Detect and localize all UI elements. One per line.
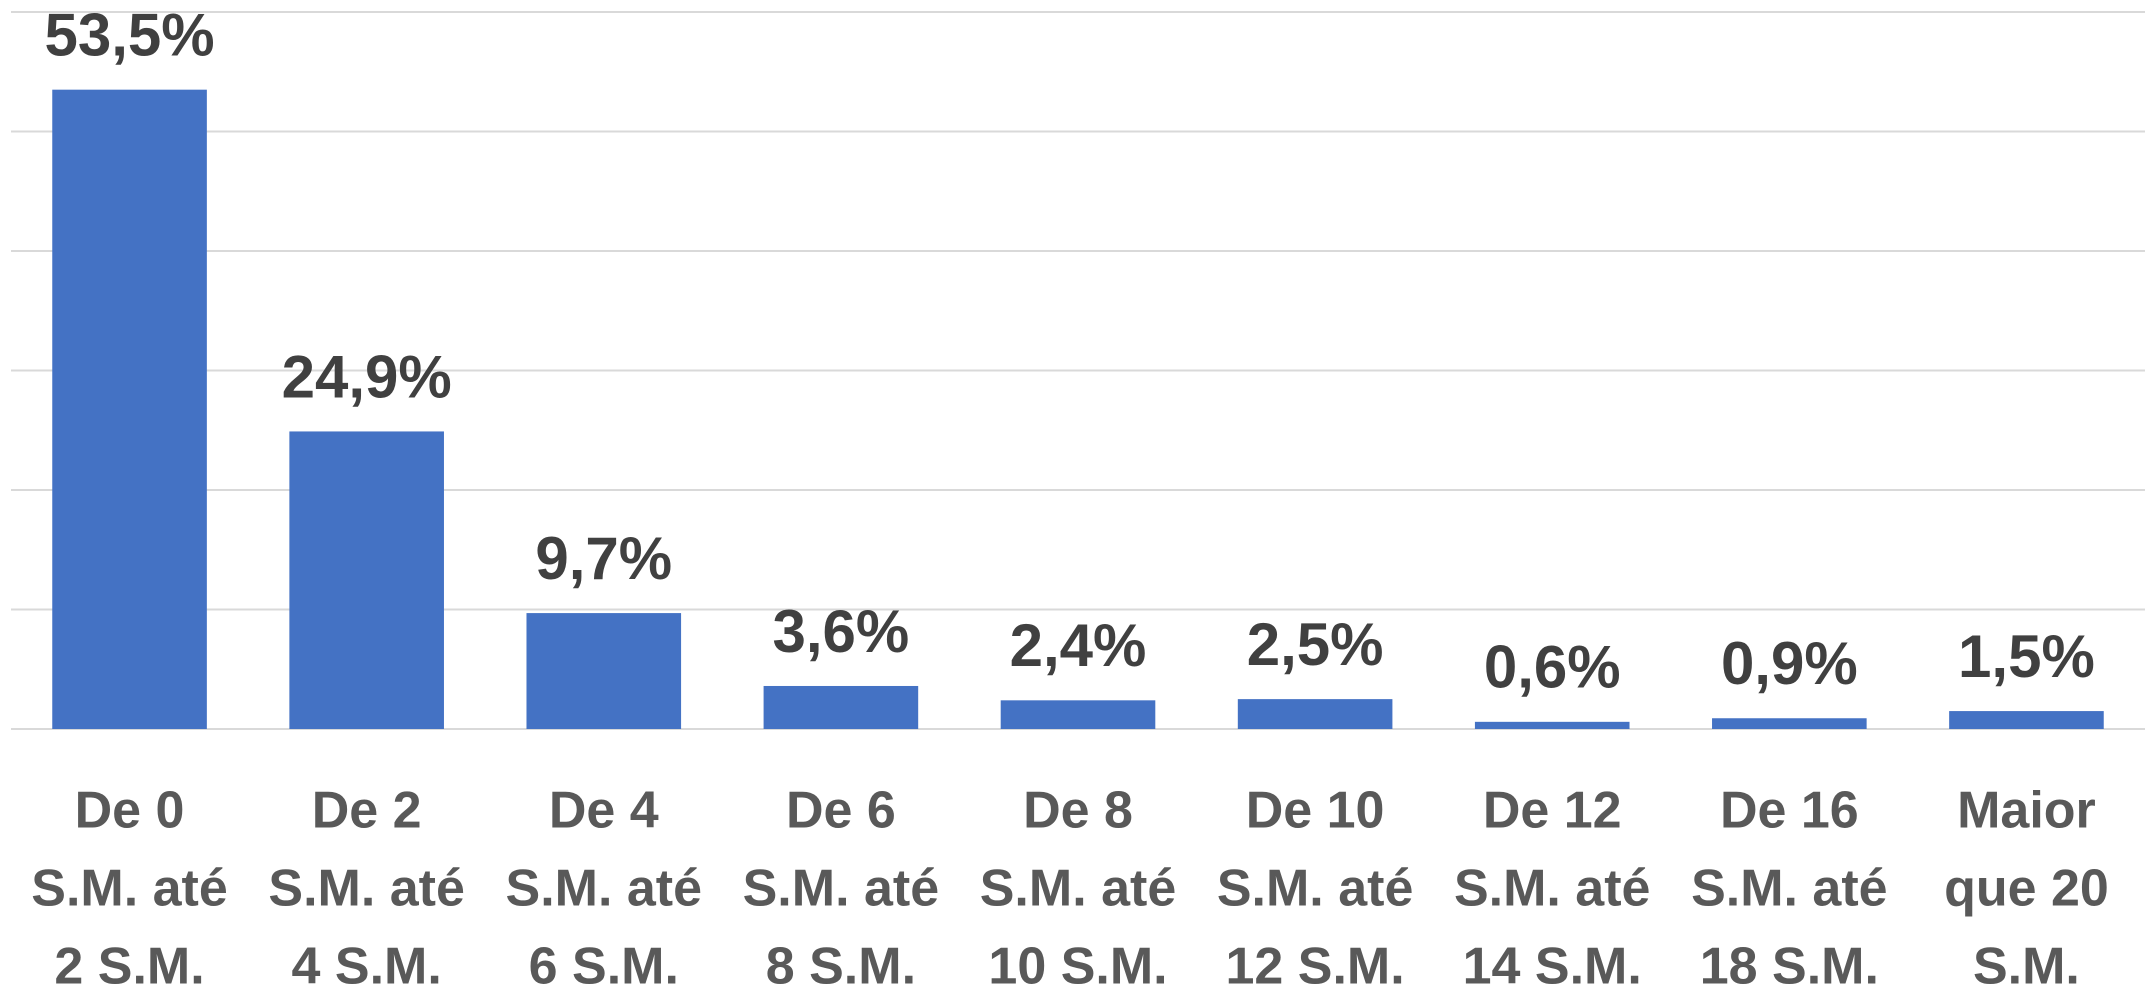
x-tick-label: S.M. até <box>506 860 703 918</box>
x-tick-label: S.M. até <box>980 860 1177 918</box>
x-tick-label: 18 S.M. <box>1700 938 1879 995</box>
x-tick-label: Maior <box>1957 782 2096 840</box>
x-tick-label: De 16 <box>1720 782 1859 840</box>
x-tick-label: que 20 <box>1944 860 2109 918</box>
x-tick-label: De 0 <box>75 782 185 840</box>
x-tick-label: 10 S.M. <box>988 938 1167 995</box>
value-label: 2,4% <box>1010 612 1147 679</box>
x-tick-label: De 10 <box>1246 782 1385 840</box>
bar <box>289 431 444 729</box>
bar <box>1949 711 2104 729</box>
bar <box>763 685 919 729</box>
bar <box>1474 721 1630 729</box>
x-tick-label: S.M. até <box>1691 860 1888 918</box>
bar <box>526 613 682 729</box>
bar <box>1000 700 1156 729</box>
x-tick-label: 4 S.M. <box>292 938 442 995</box>
x-tick-label: S.M. até <box>743 860 940 918</box>
x-tick-label: De 4 <box>549 782 659 840</box>
x-tick-label: S.M. até <box>1217 860 1414 918</box>
x-tick-label: S.M. até <box>31 860 228 918</box>
x-tick-label: De 8 <box>1023 782 1133 840</box>
x-tick-label: 2 S.M. <box>54 938 204 995</box>
x-tick-label: De 2 <box>312 782 422 840</box>
value-label: 9,7% <box>535 525 672 592</box>
x-tick-label: S.M. até <box>268 860 465 918</box>
x-tick-label: 6 S.M. <box>529 938 679 995</box>
x-tick-label: 14 S.M. <box>1463 938 1642 995</box>
x-tick-label: De 12 <box>1483 782 1622 840</box>
bar <box>52 89 207 730</box>
value-label: 0,9% <box>1721 630 1858 697</box>
bar <box>1712 718 1867 729</box>
x-tick-label: 12 S.M. <box>1226 938 1405 995</box>
value-label: 3,6% <box>773 598 910 665</box>
x-tick-label: S.M. <box>1973 938 2080 995</box>
value-label: 0,6% <box>1484 634 1621 701</box>
value-label: 2,5% <box>1247 611 1384 678</box>
x-tick-label: S.M. até <box>1454 860 1651 918</box>
bar <box>1237 699 1393 729</box>
x-tick-label: 8 S.M. <box>766 938 916 995</box>
value-label: 1,5% <box>1958 623 2095 690</box>
value-label: 53,5% <box>44 2 214 69</box>
x-tick-label: De 6 <box>786 782 896 840</box>
value-label: 24,9% <box>282 343 452 410</box>
